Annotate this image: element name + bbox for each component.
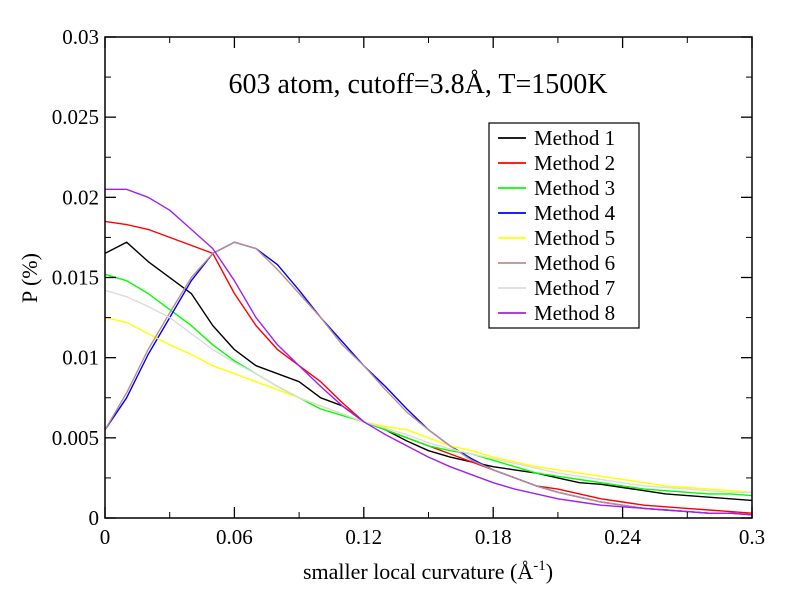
y-axis-label: P (%) (17, 253, 42, 303)
legend-label: Method 7 (534, 276, 615, 300)
x-axis-label-superscript: -1 (533, 558, 546, 574)
y-tick-label: 0 (89, 506, 100, 530)
x-tick-label: 0.3 (739, 525, 765, 549)
y-tick-label: 0.005 (52, 426, 99, 450)
y-tick-label: 0.025 (52, 105, 99, 129)
legend-label: Method 4 (534, 201, 616, 225)
x-tick-label: 0 (100, 525, 111, 549)
y-tick-label: 0.015 (52, 266, 99, 290)
x-tick-label: 0.12 (345, 525, 382, 549)
y-tick-label: 0.03 (62, 25, 99, 49)
series-line-method-8 (105, 188, 753, 516)
series-line-method-5 (104, 316, 753, 493)
x-tick-label: 0.24 (604, 525, 641, 549)
legend-label: Method 8 (534, 301, 615, 325)
legend-label: Method 2 (534, 151, 615, 175)
x-axis-label: smaller local curvature (Å-1) (303, 558, 553, 584)
x-axis-label-close: ) (546, 559, 553, 584)
chart-title: 603 atom, cutoff=3.8Å, T=1500K (229, 69, 608, 100)
series-line-method-1 (104, 241, 753, 502)
y-tick-label: 0.02 (62, 185, 99, 209)
legend-label: Method 3 (534, 176, 615, 200)
ticks-layer: 0 0.06 0.12 0.18 0.24 0.3 0 0.005 0.01 0.015 0.02 0… (52, 25, 765, 549)
series-line-method-3 (104, 273, 753, 497)
y-tick-label: 0.01 (62, 346, 99, 370)
x-tick-label: 0.18 (475, 525, 512, 549)
x-axis-label-main: smaller local curvature (Å (303, 559, 533, 584)
series-layer (104, 188, 753, 516)
legend-label: Method 6 (534, 251, 615, 275)
series-line-method-7 (104, 289, 752, 493)
legend-label: Method 5 (534, 226, 615, 250)
legend-label: Method 1 (534, 126, 615, 150)
legend-box (488, 122, 640, 329)
x-tick-label: 0.06 (216, 525, 253, 549)
